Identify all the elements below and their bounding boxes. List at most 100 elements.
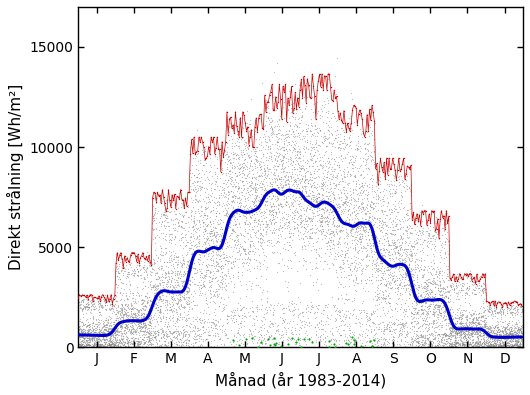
Point: [388, 216, 397, 223]
Point: [294, 335, 303, 342]
Point: [509, 335, 518, 341]
Point: [253, 177, 262, 183]
Point: [102, 305, 111, 312]
Point: [278, 152, 286, 159]
Point: [344, 215, 353, 222]
Point: [360, 210, 369, 216]
Point: [234, 160, 242, 166]
Point: [210, 330, 219, 337]
Point: [111, 263, 120, 270]
Point: [287, 166, 296, 173]
Point: [466, 318, 474, 325]
Point: [187, 162, 196, 168]
Point: [148, 325, 157, 331]
Point: [111, 330, 119, 337]
Point: [182, 291, 191, 297]
Point: [504, 333, 513, 339]
Point: [429, 275, 437, 281]
Point: [302, 207, 310, 213]
Point: [93, 332, 101, 338]
Point: [494, 333, 503, 339]
Point: [505, 309, 514, 316]
Point: [426, 223, 435, 229]
Point: [356, 205, 364, 211]
Point: [364, 335, 373, 341]
Point: [454, 330, 463, 336]
Point: [322, 246, 331, 252]
Point: [100, 344, 108, 350]
Point: [299, 192, 308, 198]
Point: [215, 242, 224, 248]
Point: [497, 309, 505, 316]
Point: [156, 342, 164, 348]
Point: [509, 329, 518, 335]
Point: [414, 311, 422, 317]
Point: [222, 200, 230, 207]
Point: [120, 266, 129, 272]
Point: [250, 256, 258, 263]
Point: [216, 235, 225, 242]
Point: [420, 237, 429, 243]
Point: [224, 153, 233, 160]
Point: [87, 333, 96, 340]
Point: [232, 193, 240, 199]
Point: [103, 317, 112, 323]
Point: [516, 329, 525, 335]
Point: [143, 326, 152, 333]
Point: [204, 186, 212, 192]
Point: [294, 232, 302, 238]
Point: [360, 288, 369, 294]
Point: [228, 289, 237, 295]
Point: [338, 259, 347, 265]
Point: [135, 340, 143, 347]
Point: [133, 344, 142, 350]
Point: [207, 282, 215, 288]
Point: [116, 328, 124, 334]
Point: [359, 265, 367, 271]
Point: [356, 189, 364, 195]
Point: [234, 195, 242, 201]
Point: [139, 314, 147, 320]
Point: [518, 307, 526, 313]
Point: [241, 245, 249, 252]
Point: [106, 343, 114, 350]
Point: [222, 172, 230, 178]
Point: [146, 310, 155, 317]
Point: [412, 239, 421, 245]
Point: [372, 196, 380, 202]
Point: [173, 272, 181, 278]
Point: [413, 256, 421, 262]
Point: [101, 341, 109, 347]
Point: [327, 337, 335, 343]
Point: [128, 341, 136, 347]
Point: [131, 270, 140, 276]
Point: [438, 299, 447, 306]
Point: [307, 303, 315, 309]
Point: [339, 202, 347, 208]
Point: [441, 213, 449, 220]
Point: [464, 327, 472, 334]
Point: [435, 341, 443, 348]
Point: [95, 342, 103, 348]
Point: [347, 254, 356, 261]
Point: [427, 287, 436, 293]
Point: [370, 332, 378, 338]
Point: [416, 305, 425, 312]
Point: [154, 297, 163, 303]
Point: [294, 146, 303, 152]
Point: [268, 129, 277, 135]
Point: [201, 337, 209, 343]
Point: [136, 272, 145, 278]
Point: [304, 319, 313, 325]
Point: [85, 325, 93, 332]
Point: [260, 341, 269, 347]
Point: [263, 328, 271, 334]
Point: [100, 326, 108, 333]
Point: [232, 210, 240, 216]
Point: [471, 285, 480, 292]
Point: [235, 245, 243, 251]
Point: [257, 231, 265, 237]
Point: [137, 311, 146, 318]
Point: [90, 329, 99, 335]
Point: [421, 314, 430, 321]
